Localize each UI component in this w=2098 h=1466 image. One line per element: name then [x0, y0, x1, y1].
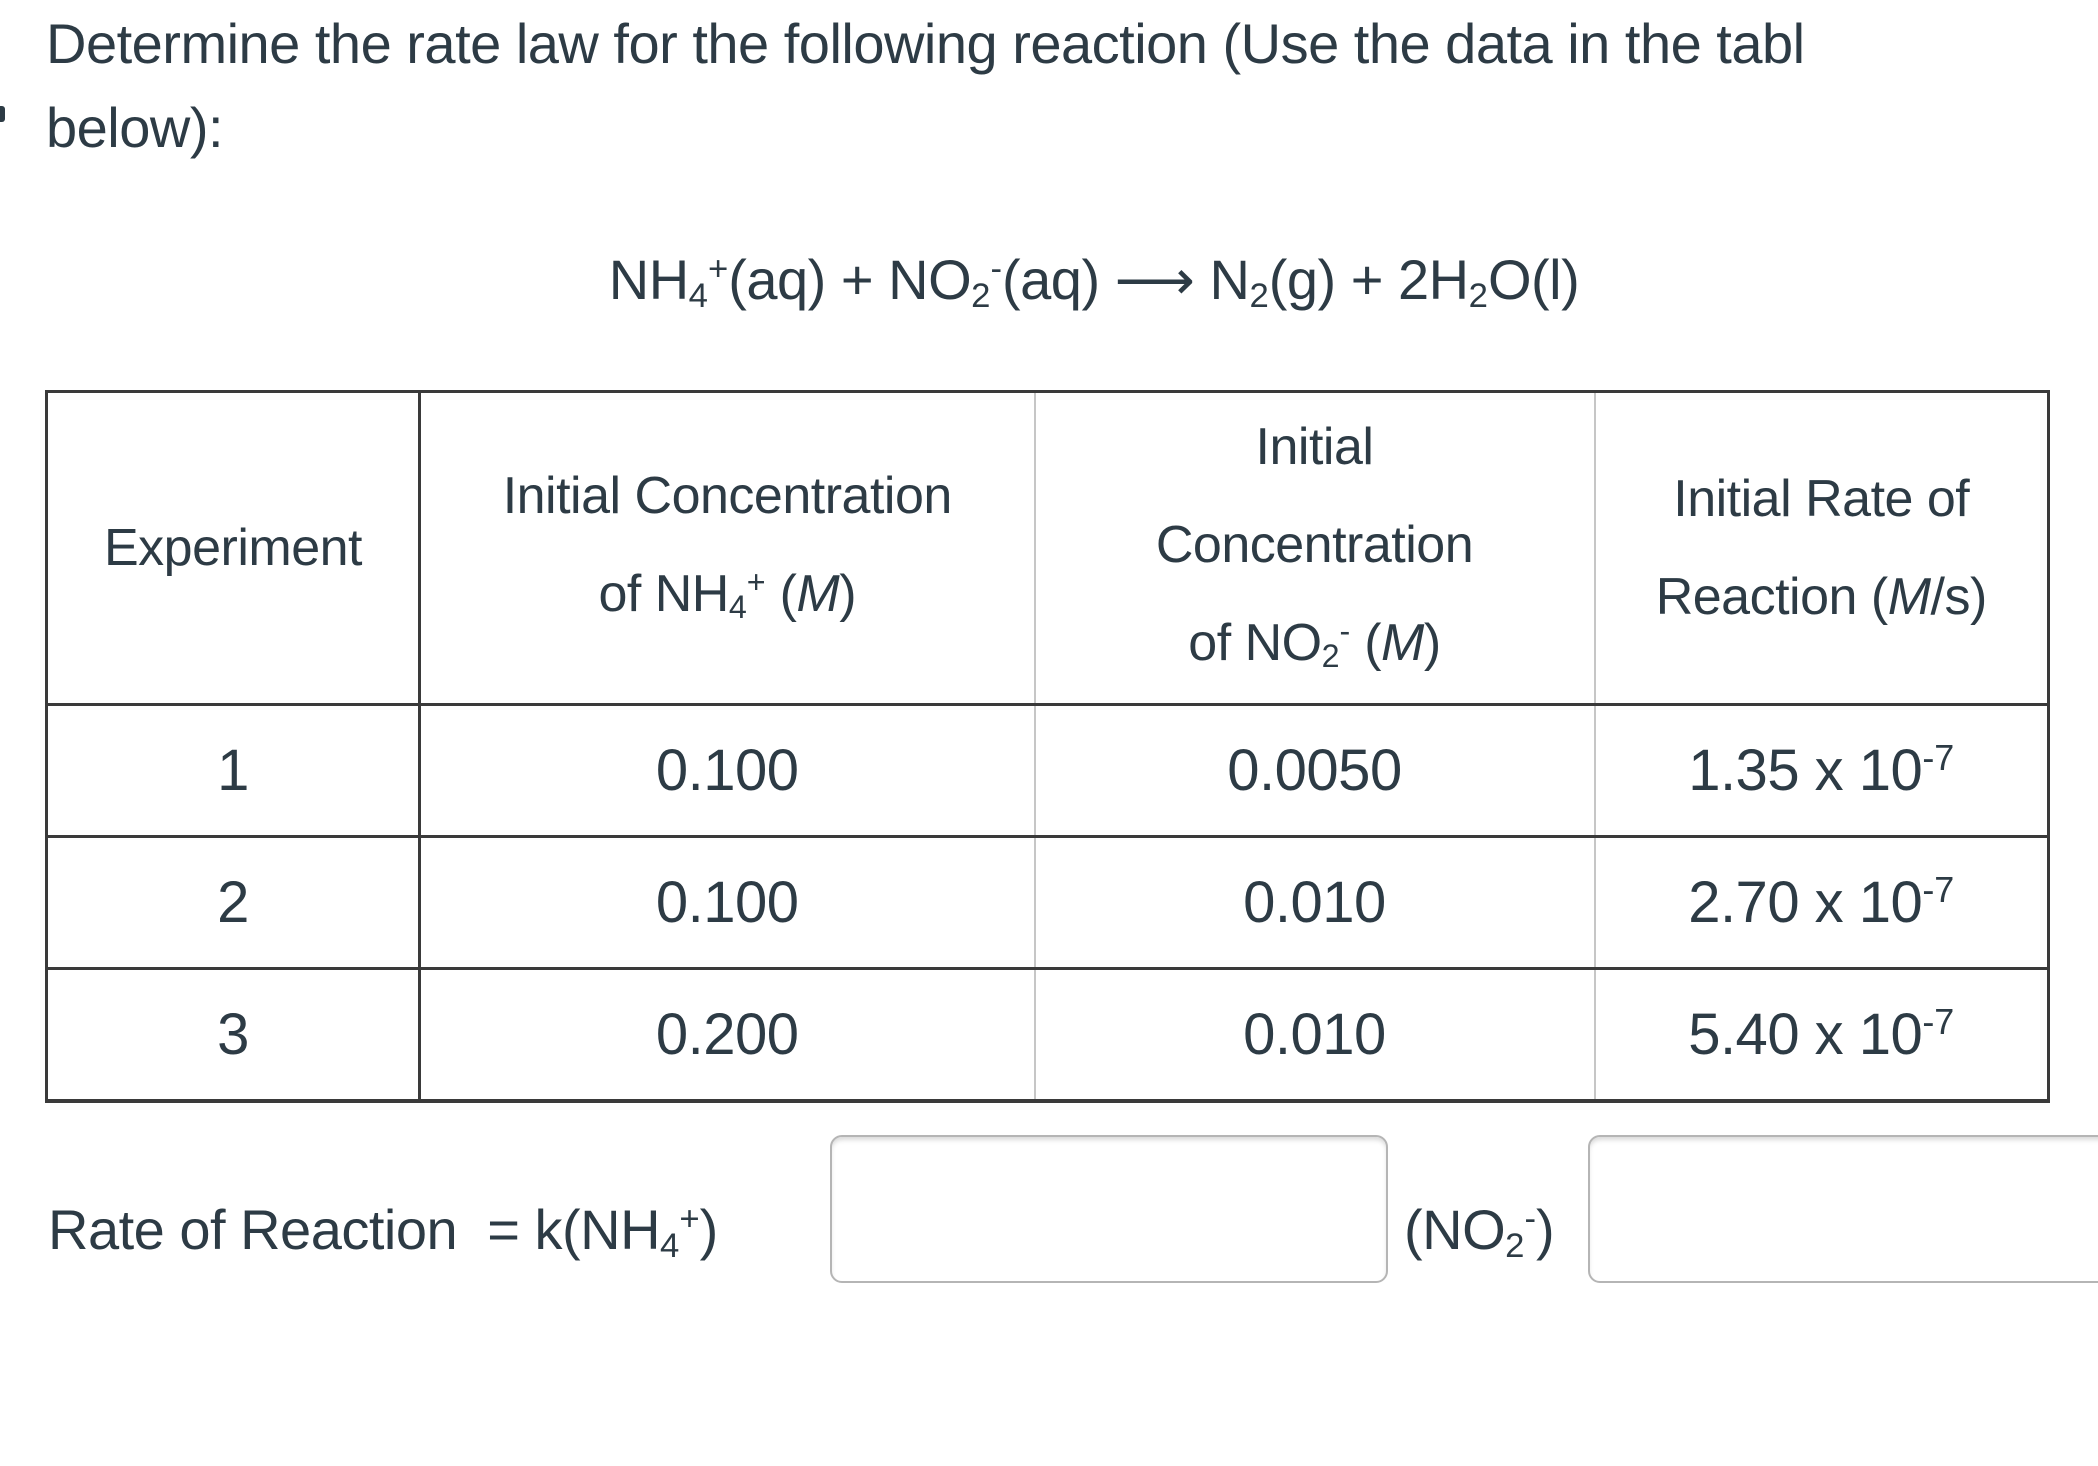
cell-experiment: 1 — [217, 738, 249, 803]
header-initial-conc-nh4: Initial Concentration of NH4+ (M) — [418, 391, 1035, 705]
cell-experiment: 3 — [217, 1002, 249, 1067]
cell-experiment: 2 — [217, 870, 249, 935]
cell-no2-concentration: 0.010 — [1033, 968, 1595, 1101]
experiment-data-table: Experiment Initial Concentration of NH4+ … — [45, 390, 2050, 1103]
cell-nh4-concentration: 0.100 — [418, 836, 1035, 969]
cell-nh4-concentration: 0.200 — [418, 968, 1035, 1101]
cell-nh4-concentration: 0.100 — [418, 704, 1035, 837]
cell-no2-concentration: 0.0050 — [1033, 704, 1595, 837]
cell-no2-concentration: 0.010 — [1033, 836, 1595, 969]
cell-initial-rate: 5.40 x 10-7 — [1593, 968, 2049, 1101]
header-initial-conc-no2: Initial Concentration of NO2- (M) — [1033, 391, 1595, 705]
rate-law-prefix-text: Rate of Reaction = k(NH4+) — [48, 1198, 718, 1265]
nh4-exponent-input[interactable] — [830, 1135, 1388, 1283]
header-initial-rate: Initial Rate of Reaction (M/s) — [1593, 391, 2049, 705]
no2-exponent-input[interactable] — [1588, 1135, 2098, 1283]
table-row-experiment-2: 2 0.100 0.010 2.70 x 10-7 — [46, 836, 2049, 969]
table-row-experiment-1: 1 0.100 0.0050 1.35 x 10-7 — [46, 704, 2049, 837]
table-row-experiment-3: 3 0.200 0.010 5.40 x 10-7 — [46, 968, 2049, 1101]
question-text-line1: Determine the rate law for the following… — [46, 12, 1805, 75]
chemical-equation: NH4+(aq) + NO2-(aq) ⟶ N2(g) + 2H2O(l) — [608, 248, 1580, 315]
table-header-row: Experiment Initial Concentration of NH4+ … — [47, 391, 2049, 705]
header-experiment: Experiment — [104, 519, 363, 577]
question-text-line2: below): — [46, 96, 224, 159]
rate-law-no2-text: (NO2-) — [1404, 1198, 1555, 1265]
cell-initial-rate: 1.35 x 10-7 — [1593, 704, 2049, 837]
cell-initial-rate: 2.70 x 10-7 — [1593, 836, 2049, 969]
clipped-text-fragment — [0, 106, 5, 122]
